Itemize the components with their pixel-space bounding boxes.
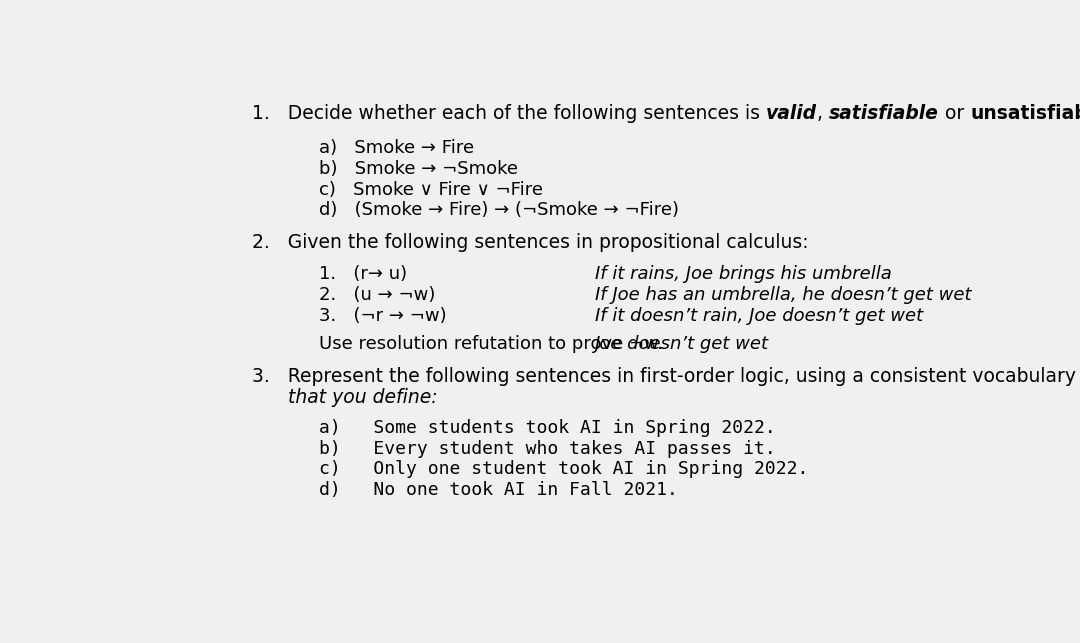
Text: 2.   (u → ¬w): 2. (u → ¬w) bbox=[320, 286, 435, 304]
Text: valid: valid bbox=[766, 104, 818, 123]
Text: that you define:: that you define: bbox=[253, 388, 437, 406]
Text: Joe doesn’t get wet: Joe doesn’t get wet bbox=[595, 334, 769, 352]
Text: d)   (Smoke → Fire) → (¬Smoke → ¬Fire): d) (Smoke → Fire) → (¬Smoke → ¬Fire) bbox=[320, 201, 679, 219]
Text: 1.   Decide whether each of the following sentences is: 1. Decide whether each of the following … bbox=[253, 104, 766, 123]
Text: ,: , bbox=[818, 104, 829, 123]
Text: 1.   (r→ u): 1. (r→ u) bbox=[320, 266, 407, 284]
Text: c)   Smoke ∨ Fire ∨ ¬Fire: c) Smoke ∨ Fire ∨ ¬Fire bbox=[320, 181, 543, 199]
Text: 3.   (¬r → ¬w): 3. (¬r → ¬w) bbox=[320, 307, 447, 325]
Text: If Joe has an umbrella, he doesn’t get wet: If Joe has an umbrella, he doesn’t get w… bbox=[595, 286, 972, 304]
Text: b)   Smoke → ¬Smoke: b) Smoke → ¬Smoke bbox=[320, 160, 518, 178]
Text: d)   No one took AI in Fall 2021.: d) No one took AI in Fall 2021. bbox=[320, 481, 678, 499]
Text: Use resolution refutation to prove ¬w.: Use resolution refutation to prove ¬w. bbox=[320, 334, 663, 352]
Text: or: or bbox=[939, 104, 970, 123]
Text: satisfiable: satisfiable bbox=[829, 104, 939, 123]
Text: a)   Some students took AI in Spring 2022.: a) Some students took AI in Spring 2022. bbox=[320, 419, 775, 437]
Text: unsatisfiable: unsatisfiable bbox=[970, 104, 1080, 123]
Text: a)   Smoke → Fire: a) Smoke → Fire bbox=[320, 139, 474, 157]
Text: 3.   Represent the following sentences in first-order logic, using a consistent : 3. Represent the following sentences in … bbox=[253, 367, 1076, 386]
Text: 2.   Given the following sentences in propositional calculus:: 2. Given the following sentences in prop… bbox=[253, 233, 809, 252]
Text: If it doesn’t rain, Joe doesn’t get wet: If it doesn’t rain, Joe doesn’t get wet bbox=[595, 307, 923, 325]
Text: c)   Only one student took AI in Spring 2022.: c) Only one student took AI in Spring 20… bbox=[320, 460, 809, 478]
Text: b)   Every student who takes AI passes it.: b) Every student who takes AI passes it. bbox=[320, 440, 775, 458]
Text: If it rains, Joe brings his umbrella: If it rains, Joe brings his umbrella bbox=[595, 266, 892, 284]
